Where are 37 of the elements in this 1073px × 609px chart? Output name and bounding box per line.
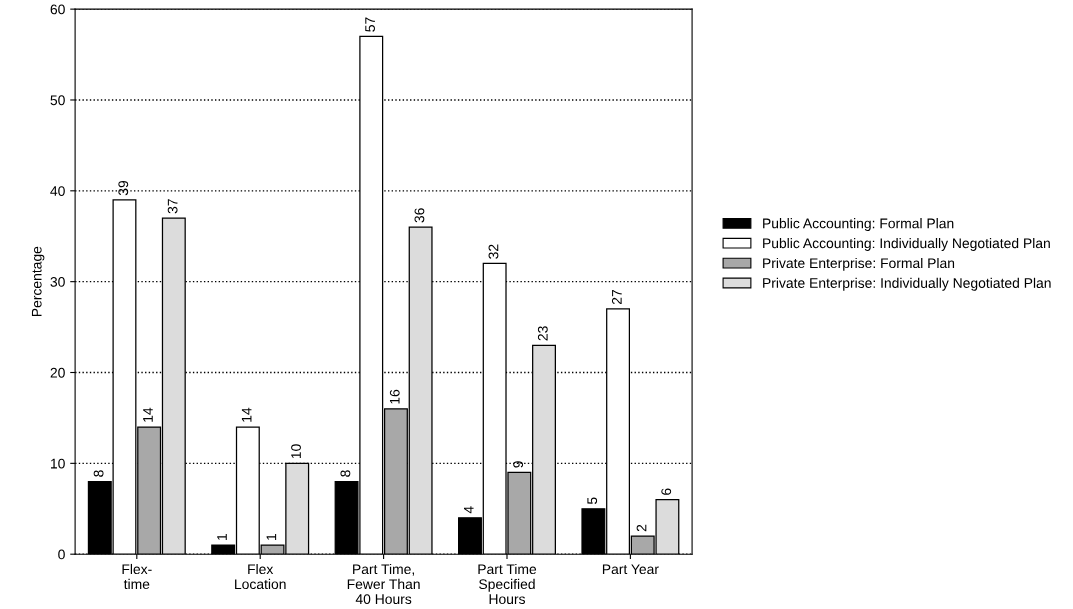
y-tick-label: 10 [51,458,65,469]
data-label: 16 [389,389,400,404]
y-tick-label: 20 [50,367,65,378]
data-label: 39 [118,180,129,196]
y-tick-label: 60 [50,4,65,15]
x-tick-label: Flex Location [235,563,286,590]
y-tick-label: 50 [50,95,65,106]
data-label: 23 [537,326,548,341]
data-label: 14 [143,407,153,422]
data-label: 5 [587,497,598,505]
y-tick-label: 30 [50,277,65,287]
legend-label: Public Accounting: Formal Plan [763,218,954,232]
data-label: 6 [661,488,672,495]
data-label: 27 [611,290,622,305]
y-axis-title: Percentage [31,246,45,317]
x-tick-label: Flex- time [122,563,152,590]
data-label: 8 [340,470,351,477]
data-label: 4 [464,506,474,514]
legend-label: Public Accounting: Individually Negotiated Plan [763,237,1050,251]
x-tick-label: Part Time, Fewer Than 40 Hours [347,563,420,605]
data-label: 2 [636,524,647,532]
data-label: 9 [513,461,524,468]
data-label: 1 [266,533,277,540]
x-tick-label: Part Year [602,564,659,575]
data-label: 32 [488,244,499,259]
data-label: 37 [167,199,178,214]
data-label: 57 [365,17,375,32]
legend-label: Private Enterprise: Individually Negotiated Plan [763,277,1051,291]
data-label: 8 [93,470,104,477]
data-label: 10 [291,444,301,459]
y-tick-label: 40 [50,186,65,196]
data-label: 36 [414,208,425,223]
x-tick-label: Part Time Specified Hours [478,563,537,605]
y-tick-label: 0 [58,549,65,560]
legend-label: Private Enterprise: Formal Plan [763,257,955,271]
data-label: 1 [217,533,227,540]
data-label: 14 [241,407,252,422]
